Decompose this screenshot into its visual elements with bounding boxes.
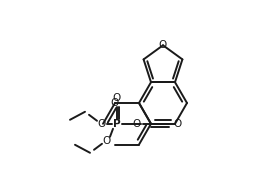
Text: O: O bbox=[110, 98, 119, 108]
Text: O: O bbox=[158, 40, 166, 50]
Text: O: O bbox=[172, 119, 181, 129]
Text: O: O bbox=[132, 119, 140, 129]
Text: O: O bbox=[102, 136, 111, 146]
Text: P: P bbox=[113, 119, 120, 129]
Text: O: O bbox=[113, 93, 121, 103]
Text: O: O bbox=[98, 119, 106, 129]
